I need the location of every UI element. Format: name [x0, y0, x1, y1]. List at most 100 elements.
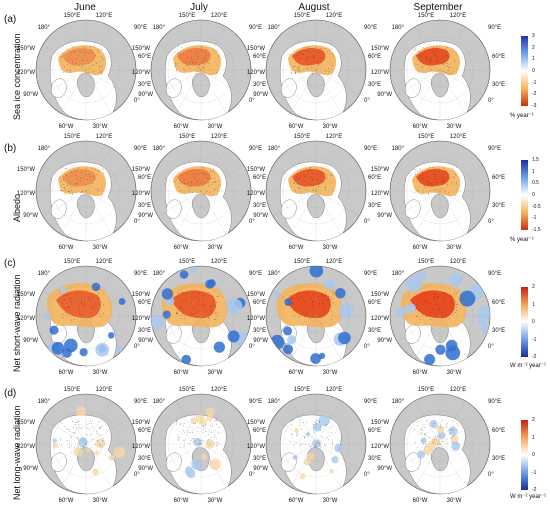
- lon-label-30e: 30°E: [253, 328, 266, 334]
- lon-label-150w: 150°W: [17, 292, 35, 298]
- colorbar-tick: 1: [532, 434, 535, 441]
- colorbar-tick: 1: [532, 168, 535, 175]
- lon-label-60w: 60°W: [174, 245, 189, 251]
- colorbar-unit-shortwave: W m⁻² year⁻¹: [510, 363, 546, 369]
- colorbar-albedo: [521, 160, 528, 230]
- lon-label-90w: 90°W: [138, 92, 153, 98]
- polar-map-albedo-july: 150°E 120°E 180° 150°W 90°E 60°E 120°W 90°W 30°E…: [132, 134, 266, 251]
- lon-label-120e: 120°E: [326, 13, 342, 19]
- anomaly-field: [288, 45, 337, 76]
- lon-label-30e: 30°E: [492, 203, 505, 209]
- anomaly-field: [44, 282, 126, 358]
- lon-label-150e: 150°E: [294, 259, 310, 265]
- lon-label-150e: 150°E: [64, 134, 80, 140]
- lon-label-90w: 90°W: [377, 213, 392, 219]
- lon-label-120w: 120°W: [132, 316, 150, 322]
- lon-label-120e: 120°E: [326, 259, 342, 265]
- lon-label-0: 0°: [488, 472, 494, 478]
- lon-label-60e: 60°E: [492, 428, 505, 434]
- lon-label-180: 180°: [392, 271, 405, 277]
- colorbar-longwave: [521, 420, 528, 490]
- polar-map-lw-june: 150°E 120°E 180° 150°W 90°E 60°E 120°W 90°W 30°E…: [17, 387, 151, 504]
- lon-label-90w: 90°W: [253, 213, 268, 219]
- lon-label-0: 0°: [134, 219, 140, 225]
- lon-label-120e: 120°E: [96, 387, 112, 393]
- colorbar-tick: -1.5: [532, 227, 541, 233]
- lon-label-150e: 150°E: [179, 13, 195, 19]
- lon-label-30w: 30°W: [447, 498, 462, 504]
- lon-label-60w: 60°W: [59, 498, 74, 504]
- lon-label-120e: 120°E: [450, 13, 466, 19]
- colorbar-tick: -2: [532, 487, 537, 493]
- lon-label-180: 180°: [153, 271, 166, 277]
- lon-label-150e: 150°E: [64, 13, 80, 19]
- lon-label-180: 180°: [38, 271, 51, 277]
- lon-label-90e: 90°E: [249, 25, 262, 31]
- colorbar-tick: -0.5: [532, 203, 541, 210]
- significance-stipple: [290, 292, 334, 320]
- significance-stipple: [175, 419, 219, 448]
- lon-label-120w: 120°W: [371, 70, 389, 76]
- lon-label-60e: 60°E: [138, 175, 151, 181]
- column-title-june: June: [74, 2, 96, 13]
- lon-label-150w: 150°W: [17, 420, 35, 426]
- graticule: [266, 141, 366, 241]
- graticule: [36, 141, 136, 241]
- lon-label-30e: 30°E: [138, 456, 151, 462]
- anomaly-field: [173, 166, 222, 197]
- polar-map-sw-june: 150°E 120°E 180° 150°W 90°E 60°E 120°W 90°W 30°E…: [17, 259, 151, 376]
- polar-map-sic-june: 150°E 120°E 180° 150°W 90°E 60°E 120°W 90°W 30°E…: [17, 13, 151, 130]
- lon-label-180: 180°: [153, 25, 166, 31]
- polar-map-lw-july: 150°E 120°E 180° 150°W 90°E 60°E 120°W 90°W 30°E…: [132, 387, 266, 504]
- lon-label-60e: 60°E: [138, 428, 151, 434]
- lon-label-30w: 30°W: [208, 498, 223, 504]
- lon-label-150w: 150°W: [371, 292, 389, 298]
- lon-label-60w: 60°W: [413, 498, 428, 504]
- lon-label-150e: 150°E: [294, 387, 310, 393]
- lon-label-90e: 90°E: [488, 25, 501, 31]
- colorbar-tick: 0: [532, 319, 535, 325]
- lon-label-60w: 60°W: [174, 124, 189, 130]
- lon-label-180: 180°: [268, 399, 281, 405]
- lon-label-150w: 150°W: [247, 292, 265, 298]
- lon-label-30e: 30°E: [492, 456, 505, 462]
- lon-label-30e: 30°E: [368, 456, 381, 462]
- lon-label-90e: 90°E: [249, 399, 262, 405]
- graticule: [390, 141, 490, 241]
- lon-label-30w: 30°W: [323, 245, 338, 251]
- colorbar-shortwave: [521, 287, 528, 357]
- graticule: [151, 20, 251, 120]
- lon-label-120w: 120°W: [371, 191, 389, 197]
- lon-label-60e: 60°E: [492, 54, 505, 60]
- graticule: [266, 394, 366, 494]
- graticule: [266, 266, 366, 366]
- lon-label-30w: 30°W: [93, 498, 108, 504]
- lon-label-30e: 30°E: [368, 328, 381, 334]
- lon-label-150w: 150°W: [247, 420, 265, 426]
- lon-label-0: 0°: [488, 219, 494, 225]
- lon-label-90e: 90°E: [364, 146, 377, 152]
- map-greenland: [192, 194, 210, 219]
- colorbar-tick: -2: [532, 354, 537, 360]
- map-greenland: [431, 447, 449, 472]
- lon-label-150e: 150°E: [64, 259, 80, 265]
- lon-label-60e: 60°E: [368, 428, 381, 434]
- lon-label-180: 180°: [38, 25, 51, 31]
- lon-label-180: 180°: [268, 271, 281, 277]
- lon-label-120e: 120°E: [211, 387, 227, 393]
- graticule: [390, 394, 490, 494]
- polar-map-albedo-august: 150°E 120°E 180° 150°W 90°E 60°E 120°W 90°W 30°E…: [247, 134, 381, 251]
- lon-label-150w: 150°W: [132, 46, 150, 52]
- lon-label-30w: 30°W: [208, 370, 223, 376]
- lon-label-150w: 150°W: [132, 420, 150, 426]
- significance-stipple: [290, 45, 335, 74]
- lon-label-120e: 120°E: [211, 134, 227, 140]
- graticule: [151, 141, 251, 241]
- lon-label-90e: 90°E: [249, 146, 262, 152]
- lon-label-60e: 60°E: [492, 300, 505, 306]
- lon-label-60e: 60°E: [138, 54, 151, 60]
- lon-label-0: 0°: [249, 472, 255, 478]
- lon-label-120e: 120°E: [96, 134, 112, 140]
- lon-label-90w: 90°W: [23, 466, 38, 472]
- colorbar-tick: -1: [532, 336, 537, 343]
